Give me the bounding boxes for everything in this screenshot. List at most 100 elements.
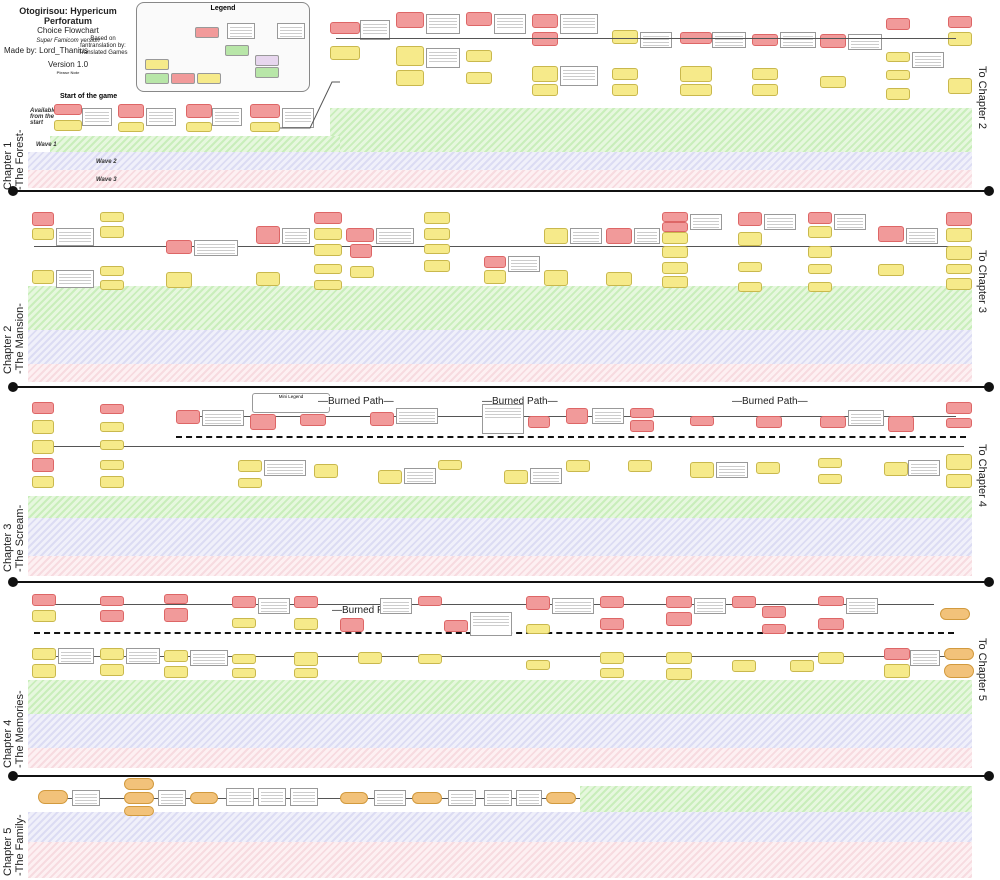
ch1-textbox — [640, 32, 672, 48]
ch5-ending-node — [124, 792, 154, 804]
ch2-node — [544, 228, 568, 244]
ch2-node — [484, 270, 506, 284]
start-of-game-label: Start of the game — [60, 93, 118, 100]
ch2-band-blue — [28, 330, 972, 364]
chapter-2-subtitle: -The Mansion- — [14, 303, 26, 374]
ch2-node — [424, 212, 450, 224]
ch3-band-blue — [28, 518, 972, 556]
ch4-node — [100, 648, 124, 660]
row-label-wave1: Wave 1 — [36, 142, 57, 148]
ch5-band-pink — [28, 842, 972, 878]
ch1-textbox — [560, 14, 598, 34]
ch1-textbox — [494, 14, 526, 34]
ch4-node — [818, 596, 844, 606]
ch4-textbox — [258, 598, 290, 614]
ch4-node — [32, 610, 56, 622]
ch2-textbox — [764, 214, 796, 230]
ch1-node — [330, 46, 360, 60]
chapter-2-title: Chapter 2 — [2, 325, 14, 374]
chapter-1-label: Chapter 1 -The Forest- — [2, 129, 26, 190]
chapter-divider-3 — [12, 581, 990, 583]
legend-swatch-green-3 — [255, 67, 279, 78]
ch1-node — [186, 104, 212, 118]
ch1-node — [752, 84, 778, 96]
ch2-node — [314, 280, 342, 290]
ch3-node — [100, 404, 124, 414]
ch3-node — [884, 462, 908, 476]
legend-swatch-purple — [255, 55, 279, 66]
ch2-node — [314, 264, 342, 274]
ch1-textbox — [912, 52, 944, 68]
ch3-node — [630, 420, 654, 432]
ch2-node — [808, 226, 832, 238]
ch3-node — [300, 414, 326, 426]
ch1-node — [680, 66, 712, 82]
ch4-node — [762, 606, 786, 618]
ch3-node — [630, 408, 654, 418]
divider-dot — [8, 382, 18, 392]
ch2-node — [32, 228, 54, 240]
ch2-node — [424, 260, 450, 272]
ch2-node — [878, 264, 904, 276]
ch2-node — [346, 228, 374, 242]
ch2-node — [738, 282, 762, 292]
ch2-node — [100, 266, 124, 276]
ch3-node — [100, 440, 124, 450]
ch1-textbox — [780, 32, 816, 48]
ch5-textbox — [448, 790, 476, 806]
ch5-band-green — [580, 786, 972, 812]
ch1-band-wave3 — [28, 170, 972, 188]
legend-textbox-2 — [277, 23, 305, 39]
burned-path-label: —Burned Path— — [330, 605, 410, 616]
ch4-node — [600, 652, 624, 664]
ch5-ending-node — [190, 792, 218, 804]
ch1-node — [532, 32, 558, 46]
ch1-node — [886, 88, 910, 100]
legend-swatch-green-2 — [225, 45, 249, 56]
ch2-node — [166, 240, 192, 254]
ch2-textbox — [56, 228, 94, 246]
ch4-node — [340, 618, 364, 632]
chapter-3-title: Chapter 3 — [2, 523, 14, 572]
ch3-burned-divider — [176, 436, 966, 438]
ch4-node — [666, 596, 692, 608]
ch1-flow-line — [336, 38, 956, 39]
chapter-4-subtitle: -The Memories- — [14, 690, 26, 768]
ch3-node — [690, 462, 714, 478]
ch3-textbox — [264, 460, 306, 476]
to-chapter-3-label: To Chapter 3 — [976, 250, 988, 313]
ch1-node — [250, 104, 280, 118]
ch1-node — [396, 46, 424, 66]
divider-dot — [984, 771, 994, 781]
ch3-node — [946, 418, 972, 428]
ch4-node — [818, 652, 844, 664]
ch1-node — [54, 104, 82, 115]
ch3-node — [888, 416, 914, 432]
burned-path-label: —Burned Path— — [730, 396, 810, 407]
ch3-node — [370, 412, 394, 426]
legend-swatch-red-2 — [171, 73, 195, 84]
ch1-node — [886, 52, 910, 62]
ch3-node — [100, 460, 124, 470]
ch3-node — [628, 460, 652, 472]
chapter-divider-2 — [12, 386, 990, 388]
mini-legend-title: Mini Legend — [278, 394, 304, 399]
ch2-textbox — [56, 270, 94, 288]
divider-dot — [984, 186, 994, 196]
ch2-node — [256, 272, 280, 286]
ch3-node — [818, 458, 842, 468]
ch4-textbox — [552, 598, 594, 614]
ch1-textbox — [360, 20, 390, 40]
ch5-textbox — [516, 790, 542, 806]
ch1-textbox — [82, 108, 112, 126]
ch2-textbox — [376, 228, 414, 244]
version-label: Version 1.0 — [47, 60, 89, 69]
ch2-textbox — [508, 256, 540, 272]
ch4-textbox — [846, 598, 878, 614]
ch3-node — [504, 470, 528, 484]
ch3-node — [946, 474, 972, 488]
divider-dot — [8, 771, 18, 781]
ch1-node — [54, 120, 82, 131]
ch3-textbox — [908, 460, 940, 476]
ch5-textbox — [158, 790, 186, 806]
